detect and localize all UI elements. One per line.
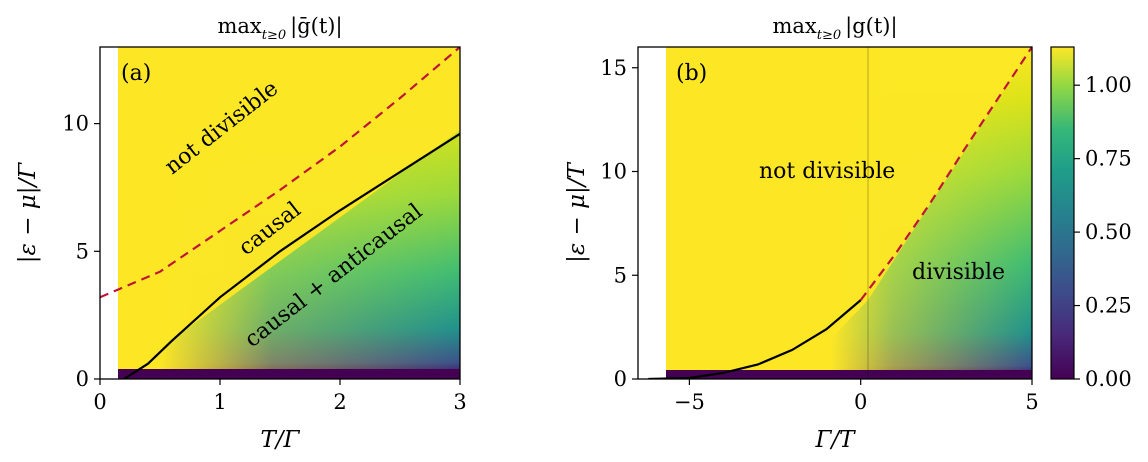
region-label-not-divisible-b: not divisible — [759, 159, 895, 184]
colorbar-tick-label: 0.25 — [1085, 294, 1132, 318]
panel-b-ylabel: |ε − μ|/T — [564, 161, 590, 262]
panel-b-frame — [637, 46, 1033, 380]
panel-a-ylabel: |ε − μ|/Γ — [15, 162, 41, 263]
boundary-curve-dashed — [859, 47, 1032, 301]
colorbar-tick-label: 1.00 — [1085, 73, 1132, 97]
y-tick-label: 5 — [76, 239, 89, 263]
y-tick-label: 10 — [600, 160, 627, 184]
panel-a: maxt≥0 |ḡ(t)| (a) not divisible causal ca… — [15, 14, 467, 453]
y-tick-label: 0 — [76, 367, 89, 391]
colorbar-tick-label: 0.00 — [1085, 367, 1132, 391]
panel-b-xlabel: Γ/T — [814, 427, 856, 453]
x-tick-label: 5 — [1025, 390, 1038, 414]
panel-a-frame — [99, 46, 461, 380]
y-tick-label: 15 — [600, 56, 627, 80]
colorbar-tick-label: 0.75 — [1085, 147, 1132, 171]
boundary-curve-dashed — [100, 47, 460, 299]
panel-b-tag: (b) — [676, 61, 707, 86]
panel-a-axes: 0 1 2 3 0 5 10 — [62, 112, 466, 414]
x-tick-label: 1 — [213, 390, 226, 414]
y-tick-label: 5 — [614, 263, 627, 287]
x-tick-label: 2 — [333, 390, 346, 414]
panel-b-axes: −5 0 5 0 5 10 15 — [600, 56, 1038, 414]
boundary-curve-solid — [648, 299, 862, 379]
x-tick-label: −5 — [674, 390, 705, 414]
panel-a-xlabel: T/Γ — [260, 427, 300, 453]
panel-b-heatmap — [638, 47, 1032, 379]
region-label-divisible: divisible — [912, 260, 1005, 285]
panel-a-tag: (a) — [121, 61, 151, 86]
y-tick-label: 10 — [62, 112, 89, 136]
x-tick-label: 0 — [854, 390, 867, 414]
x-tick-label: 0 — [93, 390, 106, 414]
panel-b: maxt≥0 |g(t)| (b) not divisible divisible… — [564, 14, 1039, 453]
colorbar-tick-label: 0.50 — [1085, 220, 1132, 244]
y-tick-label: 0 — [614, 367, 627, 391]
panel-a-title: maxt≥0 |ḡ(t)| — [217, 14, 342, 43]
colorbar: 0.00 0.25 0.50 0.75 1.00 — [1050, 46, 1132, 391]
boundary-curve-solid — [123, 132, 460, 379]
panel-a-heatmap — [100, 47, 460, 379]
panel-b-title: maxt≥0 |g(t)| — [772, 14, 897, 43]
colorbar-gradient — [1051, 47, 1074, 379]
x-tick-label: 3 — [453, 390, 466, 414]
